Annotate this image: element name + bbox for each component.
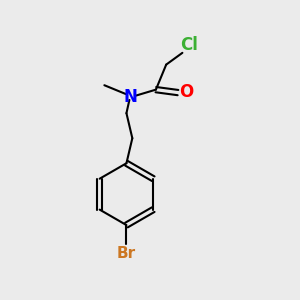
Text: Br: Br <box>117 246 136 261</box>
Text: N: N <box>124 88 138 106</box>
Text: O: O <box>179 83 193 101</box>
Text: Cl: Cl <box>180 36 198 54</box>
